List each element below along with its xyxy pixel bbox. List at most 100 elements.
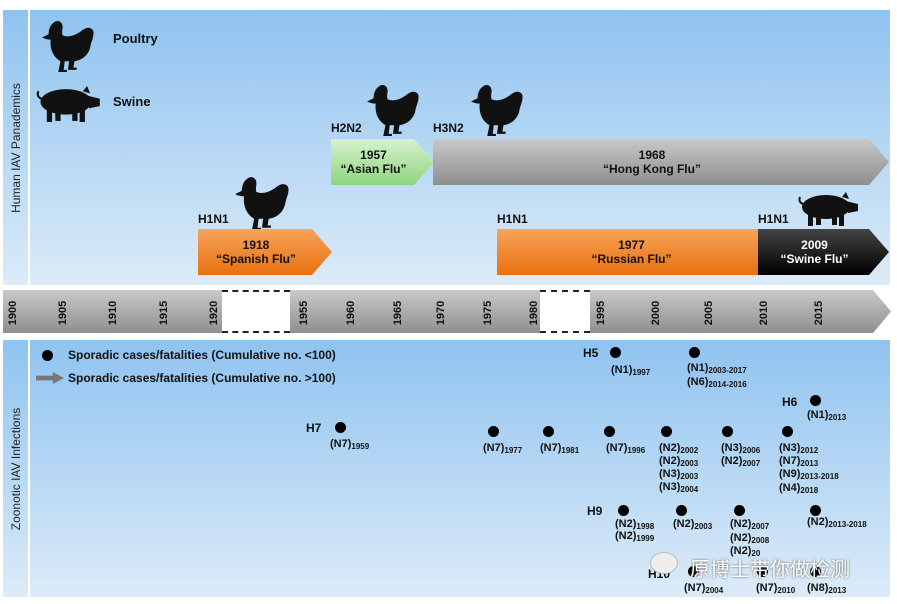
case-label: (N2)2013-2018 [807, 516, 867, 531]
case-year: 2013 [828, 413, 847, 422]
case-subtype: (N4) [779, 482, 801, 494]
case-label: (N6)2014-2016 [687, 376, 747, 391]
case-dot [689, 347, 700, 358]
case-subtype: (N6) [687, 376, 709, 388]
case-label: (N3)2012 [779, 442, 818, 457]
case-subtype: (N7) [540, 442, 562, 454]
timeline-break [222, 290, 290, 333]
case-year: 2012 [800, 446, 819, 455]
pandemic-arrow-1957: 1957 “Asian Flu” [331, 139, 434, 185]
case-subtype: (N3) [659, 481, 681, 493]
tick-label: 2010 [758, 300, 770, 326]
tick-label: 1920 [208, 300, 220, 326]
case-label: (N2)2002 [659, 442, 698, 457]
subtype-label: H1N1 [758, 212, 789, 226]
case-label: (N3)2006 [721, 442, 760, 457]
legend-dot-icon [42, 350, 53, 361]
case-subtype: (N8) [807, 582, 829, 594]
case-label: (N4)2018 [779, 482, 818, 497]
case-subtype: (N7) [684, 582, 706, 594]
case-subtype: (N2) [730, 518, 752, 530]
subtype-h6: H6 [782, 395, 798, 409]
case-year: 1997 [632, 368, 651, 377]
case-dot [688, 566, 699, 577]
case-year: 2003-2017 [708, 366, 747, 375]
case-label: (N2)2007 [721, 455, 760, 470]
case-year: 2018 [800, 486, 819, 495]
subtype-h7: H7 [306, 421, 322, 435]
case-dot [676, 505, 687, 516]
pandemic-arrow-1968: 1968 “Hong Kong Flu” [433, 139, 889, 185]
case-year: 2013-2018 [800, 472, 839, 481]
case-dot [335, 422, 346, 433]
case-dot [722, 426, 733, 437]
tick-label: 1975 [482, 300, 494, 326]
case-label: (N1)2013 [807, 409, 846, 424]
case-year: 2003 [680, 472, 699, 481]
case-label: (N2)20 [730, 545, 760, 560]
tick-label: 2015 [813, 300, 825, 326]
case-subtype: (N3) [779, 442, 801, 454]
case-subtype: (N2) [730, 532, 752, 544]
chicken-icon [40, 18, 96, 72]
case-subtype: (N1) [611, 364, 633, 376]
tick-label: 1915 [158, 300, 170, 326]
tick-label: 2000 [650, 300, 662, 326]
case-dot [610, 347, 621, 358]
tick-label: 1980 [528, 300, 540, 326]
case-subtype: (N3) [659, 468, 681, 480]
case-year: 1981 [561, 446, 580, 455]
zoonotic-panel-label: Zoonotic IAV Infections [3, 340, 28, 597]
pig-icon [798, 192, 858, 226]
case-dot [810, 395, 821, 406]
case-label: (N2)1999 [615, 530, 654, 545]
case-label: (N7)2013 [779, 455, 818, 470]
tick-label: 1995 [595, 300, 607, 326]
case-dot [757, 566, 768, 577]
case-year: 2013-2018 [828, 520, 867, 529]
case-label: (N7)1981 [540, 442, 579, 457]
case-dot [488, 426, 499, 437]
case-subtype: (N2) [659, 442, 681, 454]
subtype-h9: H9 [587, 504, 603, 518]
case-subtype: (N2) [615, 530, 637, 542]
case-year: 2007 [742, 459, 761, 468]
pandemic-arrow-1977: 1977 “Russian Flu” [497, 229, 784, 275]
tick-label: 1965 [392, 300, 404, 326]
case-subtype: (N1) [687, 362, 709, 374]
tick-label: 1970 [435, 300, 447, 326]
case-subtype: (N7) [330, 438, 352, 450]
case-subtype: (N2) [807, 516, 829, 528]
case-dot [782, 426, 793, 437]
case-subtype: (N2) [673, 518, 695, 530]
case-year: 2014-2016 [708, 380, 747, 389]
timeline-bar [3, 290, 891, 333]
subtype-label: H1N1 [497, 212, 528, 226]
case-subtype: (N9) [779, 468, 801, 480]
case-label: (N3)2003 [659, 468, 698, 483]
case-label: (N2)2003 [673, 518, 712, 533]
pandemic-arrow-1918: 1918 “Spanish Flu” [198, 229, 332, 275]
case-subtype: (N2) [730, 545, 752, 557]
case-year: 1977 [504, 446, 523, 455]
case-label: (N2)2008 [730, 532, 769, 547]
tick-label: 1910 [107, 300, 119, 326]
case-label: (N7)2010 [756, 582, 795, 597]
case-year: 2003 [680, 459, 699, 468]
human-panel-label: Human IAV Panademics [3, 10, 28, 285]
case-year: 1996 [627, 446, 646, 455]
case-subtype: (N2) [721, 455, 743, 467]
case-dot [810, 505, 821, 516]
case-dot [543, 426, 554, 437]
case-label: (N3)2004 [659, 481, 698, 496]
timeline-break [540, 290, 590, 333]
case-dot [734, 505, 745, 516]
case-subtype: (N2) [659, 455, 681, 467]
watermark: 原博士带你做检测 [690, 559, 850, 581]
case-dot [604, 426, 615, 437]
case-subtype: (N7) [606, 442, 628, 454]
tick-label: 1955 [298, 300, 310, 326]
case-dot [618, 505, 629, 516]
case-label: (N2)2003 [659, 455, 698, 470]
tick-label: 1960 [345, 300, 357, 326]
